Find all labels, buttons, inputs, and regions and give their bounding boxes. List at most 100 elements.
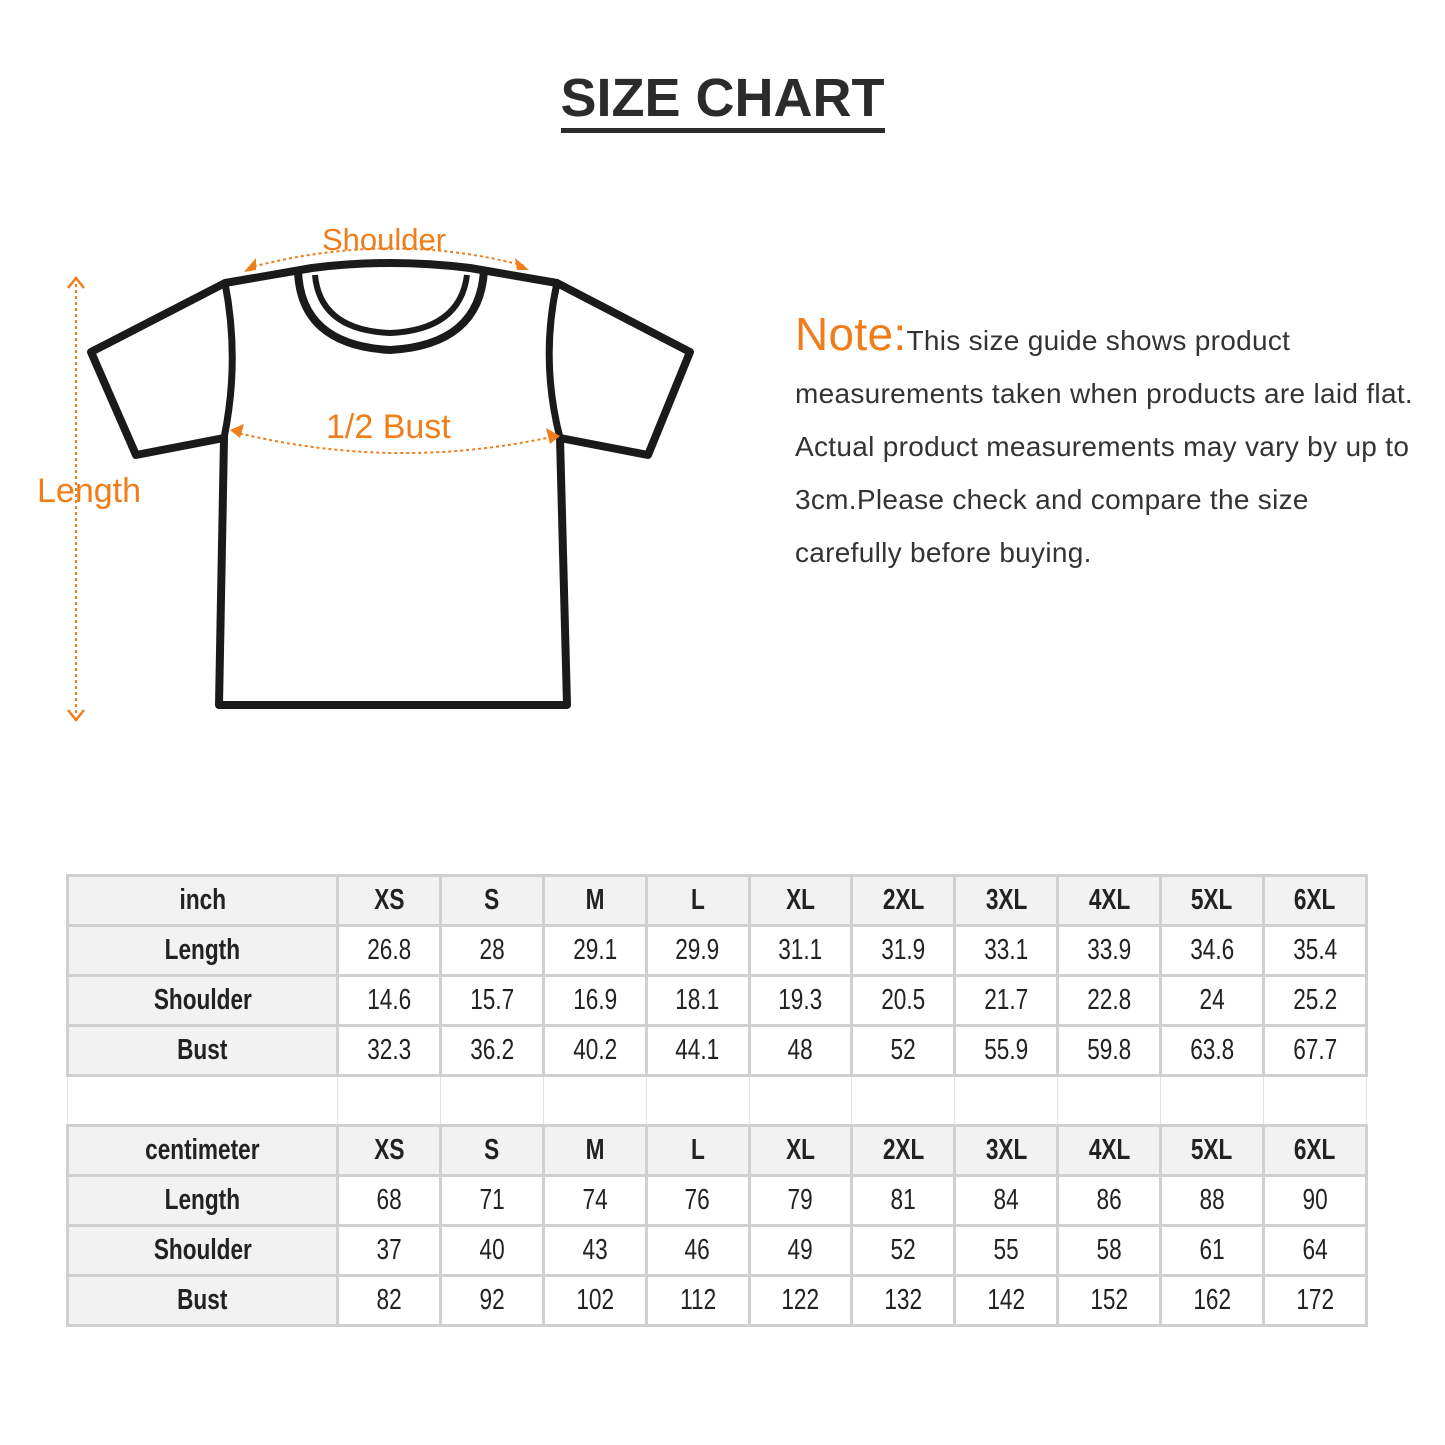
value-cell: 55.9: [953, 1024, 1060, 1077]
value-cell: 142: [953, 1274, 1060, 1327]
value-cell-text: 132: [884, 1284, 923, 1316]
value-cell: 84: [953, 1174, 1060, 1227]
value-cell-text: 90: [1302, 1184, 1328, 1216]
size-header-text: 6XL: [1294, 1134, 1336, 1166]
value-cell: 31.1: [747, 924, 854, 977]
size-header: 5XL: [1159, 1124, 1266, 1177]
value-cell-text: 71: [479, 1184, 505, 1216]
value-cell: 64: [1262, 1224, 1368, 1277]
value-cell: 29.9: [644, 924, 751, 977]
value-cell: 33.1: [953, 924, 1060, 977]
size-header-text: 6XL: [1294, 884, 1336, 916]
note-text: This size guide shows product measuremen…: [795, 325, 1413, 568]
value-cell: 90: [1262, 1174, 1368, 1227]
size-header-text: L: [690, 884, 705, 916]
size-header-text: L: [690, 1134, 705, 1166]
value-cell: 18.1: [644, 974, 751, 1027]
size-header-text: M: [585, 1134, 605, 1166]
value-cell: 36.2: [438, 1024, 545, 1077]
row-label-text: Length: [164, 1184, 241, 1216]
table-row: Bust 32.3 36.2 40.2 44.1 48 52 55.9 59.8 63.8 67.7: [66, 1024, 1368, 1077]
value-cell-text: 35.4: [1292, 934, 1338, 966]
size-table: inch XS S M L XL 2XL 3XL 4XL 5XL 6XL Length 26.8 28 29…: [66, 874, 1368, 1327]
value-cell-text: 92: [479, 1284, 505, 1316]
value-cell: 48: [747, 1024, 854, 1077]
unit-header-text: inch: [179, 884, 226, 916]
size-header: XS: [336, 874, 442, 927]
size-header-text: 4XL: [1088, 1134, 1130, 1166]
row-label: Shoulder: [66, 974, 339, 1027]
collar: [294, 269, 488, 355]
size-header-text: 3XL: [985, 884, 1028, 916]
value-cell: 33.9: [1056, 924, 1163, 977]
size-header-text: S: [484, 1134, 500, 1166]
row-label-text: Bust: [177, 1284, 228, 1316]
table-row: Shoulder 37 40 43 46 49 52 55 58 61 64: [66, 1224, 1368, 1277]
size-header: M: [541, 874, 648, 927]
size-header-text: 2XL: [882, 1134, 925, 1166]
value-cell: 52: [850, 1224, 957, 1277]
size-header: L: [644, 874, 751, 927]
value-cell-text: 25.2: [1292, 984, 1338, 1016]
size-header-text: S: [484, 884, 500, 916]
value-cell: 46: [644, 1224, 751, 1277]
value-cell-text: 36.2: [469, 1034, 514, 1066]
value-cell-text: 44.1: [675, 1034, 720, 1066]
unit-header-text: centimeter: [145, 1134, 260, 1166]
note-label: Note:: [795, 308, 907, 360]
value-cell: 162: [1159, 1274, 1266, 1327]
value-cell: 40: [438, 1224, 545, 1277]
value-cell: 82: [336, 1274, 442, 1327]
value-cell-text: 172: [1296, 1284, 1334, 1316]
tshirt-outline: [87, 259, 694, 709]
value-cell-text: 84: [993, 1184, 1019, 1216]
value-cell: 102: [541, 1274, 648, 1327]
size-header: XL: [747, 874, 854, 927]
value-cell: 24: [1159, 974, 1266, 1027]
blank-cell: [645, 1074, 750, 1127]
value-cell: 22.8: [1056, 974, 1163, 1027]
value-cell: 26.8: [336, 924, 442, 977]
value-cell-text: 48: [787, 1034, 814, 1066]
blank-cell: [67, 1074, 338, 1127]
value-cell: 32.3: [336, 1024, 442, 1077]
value-cell-text: 18.1: [675, 984, 720, 1016]
value-cell-text: 52: [890, 1234, 916, 1266]
value-cell-text: 24: [1199, 984, 1225, 1016]
value-cell-text: 34.6: [1190, 934, 1235, 966]
value-cell: 19.3: [747, 974, 854, 1027]
value-cell: 71: [438, 1174, 545, 1227]
value-cell-text: 88: [1199, 1184, 1225, 1216]
size-header: 4XL: [1056, 874, 1163, 927]
value-cell-text: 28: [479, 934, 505, 966]
value-cell: 25.2: [1262, 974, 1368, 1027]
row-label-text: Bust: [177, 1034, 228, 1066]
value-cell-text: 40: [479, 1234, 505, 1266]
value-cell-text: 49: [787, 1234, 814, 1266]
page-title: SIZE CHART: [0, 68, 1445, 133]
value-cell-text: 76: [685, 1184, 711, 1216]
size-header-text: M: [585, 884, 605, 916]
value-cell: 55: [953, 1224, 1060, 1277]
size-header: M: [541, 1124, 648, 1177]
value-cell: 122: [747, 1274, 854, 1327]
size-header: 3XL: [953, 874, 1060, 927]
value-cell: 61: [1159, 1224, 1266, 1277]
value-cell-text: 32.3: [366, 1034, 411, 1066]
value-cell-text: 64: [1302, 1234, 1328, 1266]
size-header-text: 3XL: [985, 1134, 1028, 1166]
value-cell-text: 63.8: [1190, 1034, 1235, 1066]
value-cell-text: 20.5: [881, 984, 926, 1016]
value-cell: 49: [747, 1224, 854, 1277]
size-header: S: [438, 874, 545, 927]
value-cell: 44.1: [644, 1024, 751, 1077]
value-cell: 92: [438, 1274, 545, 1327]
blank-cell: [748, 1074, 853, 1127]
length-label: Length: [37, 472, 141, 510]
value-cell-text: 112: [679, 1284, 716, 1316]
value-cell: 172: [1262, 1274, 1368, 1327]
value-cell-text: 22.8: [1087, 984, 1132, 1016]
value-cell-text: 152: [1090, 1284, 1129, 1316]
size-header-text: 2XL: [882, 884, 925, 916]
table-row: Length 68 71 74 76 79 81 84 86 88 90: [66, 1174, 1368, 1227]
